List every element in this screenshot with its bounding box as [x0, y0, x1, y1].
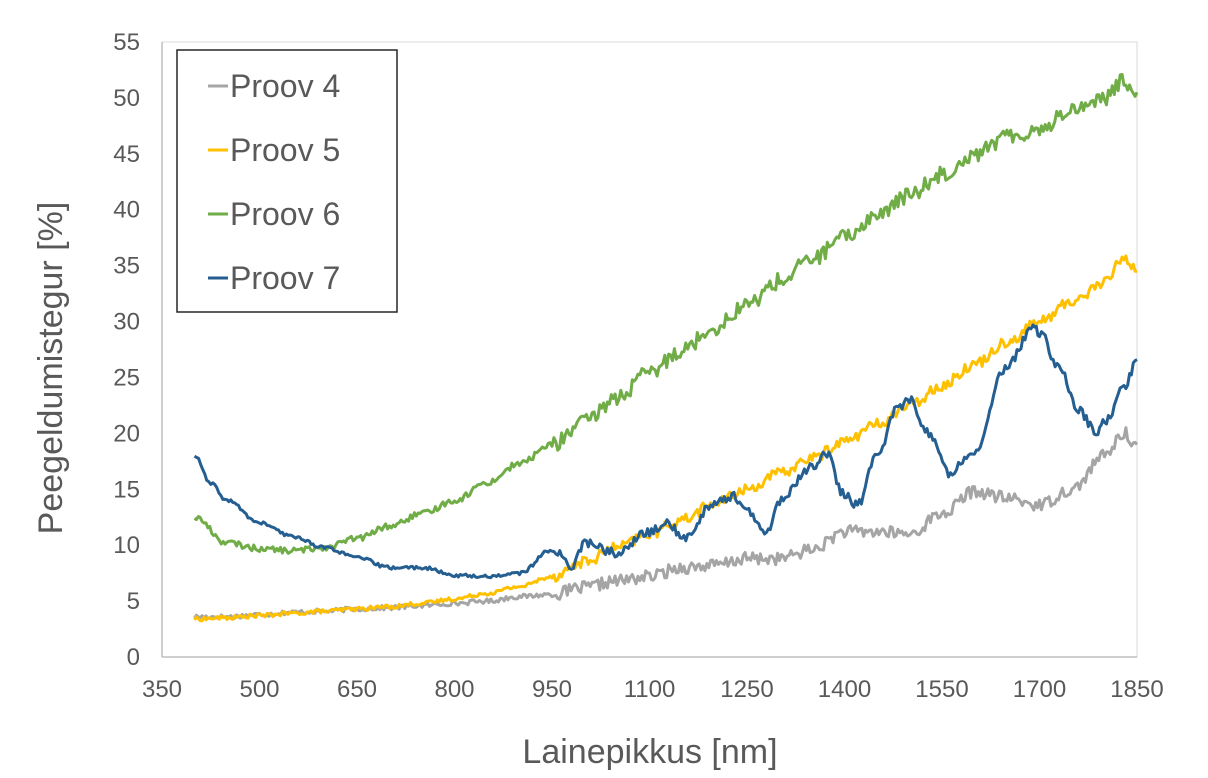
- y-tick-label: 45: [113, 141, 140, 168]
- x-tick-label: 1100: [624, 676, 676, 703]
- legend: Proov 4 Proov 5 Proov 6 Proov 7: [176, 49, 398, 313]
- y-tick-label: 50: [113, 85, 140, 112]
- x-tick-label: 1850: [1110, 676, 1163, 703]
- x-tick-label: 1550: [915, 676, 968, 703]
- plot-area: [161, 41, 1138, 658]
- series-line-proov-6: [193, 73, 1139, 555]
- x-tick-label: 950: [532, 676, 572, 703]
- legend-item-proov-6: Proov 6: [208, 196, 340, 232]
- y-tick-label: 20: [113, 420, 140, 447]
- y-axis-title: Peegeldumistegur [%]: [32, 202, 70, 535]
- legend-item-proov-7: Proov 7: [208, 260, 340, 296]
- y-tick-label: 5: [127, 588, 140, 615]
- x-tick-label: 1250: [720, 676, 773, 703]
- legend-label: Proov 5: [230, 132, 340, 168]
- x-tick-label: 800: [434, 676, 474, 703]
- y-tick-label: 35: [113, 253, 140, 280]
- x-axis: 350 500 650 800 950 1100 1250 1400 1550 1700 1850: [142, 676, 1164, 703]
- y-axis: 0 5 10 15 20 25 30 35 40 45 50 55: [113, 29, 140, 671]
- legend-item-proov-5: Proov 5: [208, 132, 340, 168]
- y-tick-label: 25: [113, 364, 140, 391]
- legend-label: Proov 6: [230, 196, 340, 232]
- legend-item-proov-4: Proov 4: [208, 68, 340, 104]
- x-tick-label: 350: [142, 676, 182, 703]
- y-tick-label: 10: [113, 532, 140, 559]
- series-line-proov-7: [193, 323, 1138, 580]
- x-tick-label: 1700: [1013, 676, 1066, 703]
- legend-box: [176, 49, 398, 313]
- y-tick-label: 30: [113, 309, 140, 336]
- y-tick-label: 15: [113, 476, 140, 503]
- x-tick-label: 650: [337, 676, 377, 703]
- x-tick-label: 500: [239, 676, 279, 703]
- legend-label: Proov 7: [230, 260, 340, 296]
- y-tick-label: 55: [113, 29, 140, 56]
- y-tick-label: 40: [113, 197, 140, 224]
- series-layer: [193, 73, 1139, 623]
- legend-label: Proov 4: [230, 68, 340, 104]
- x-tick-label: 1400: [818, 676, 871, 703]
- x-axis-title: Lainepikkus [nm]: [522, 733, 777, 771]
- y-tick-label: 0: [127, 644, 140, 671]
